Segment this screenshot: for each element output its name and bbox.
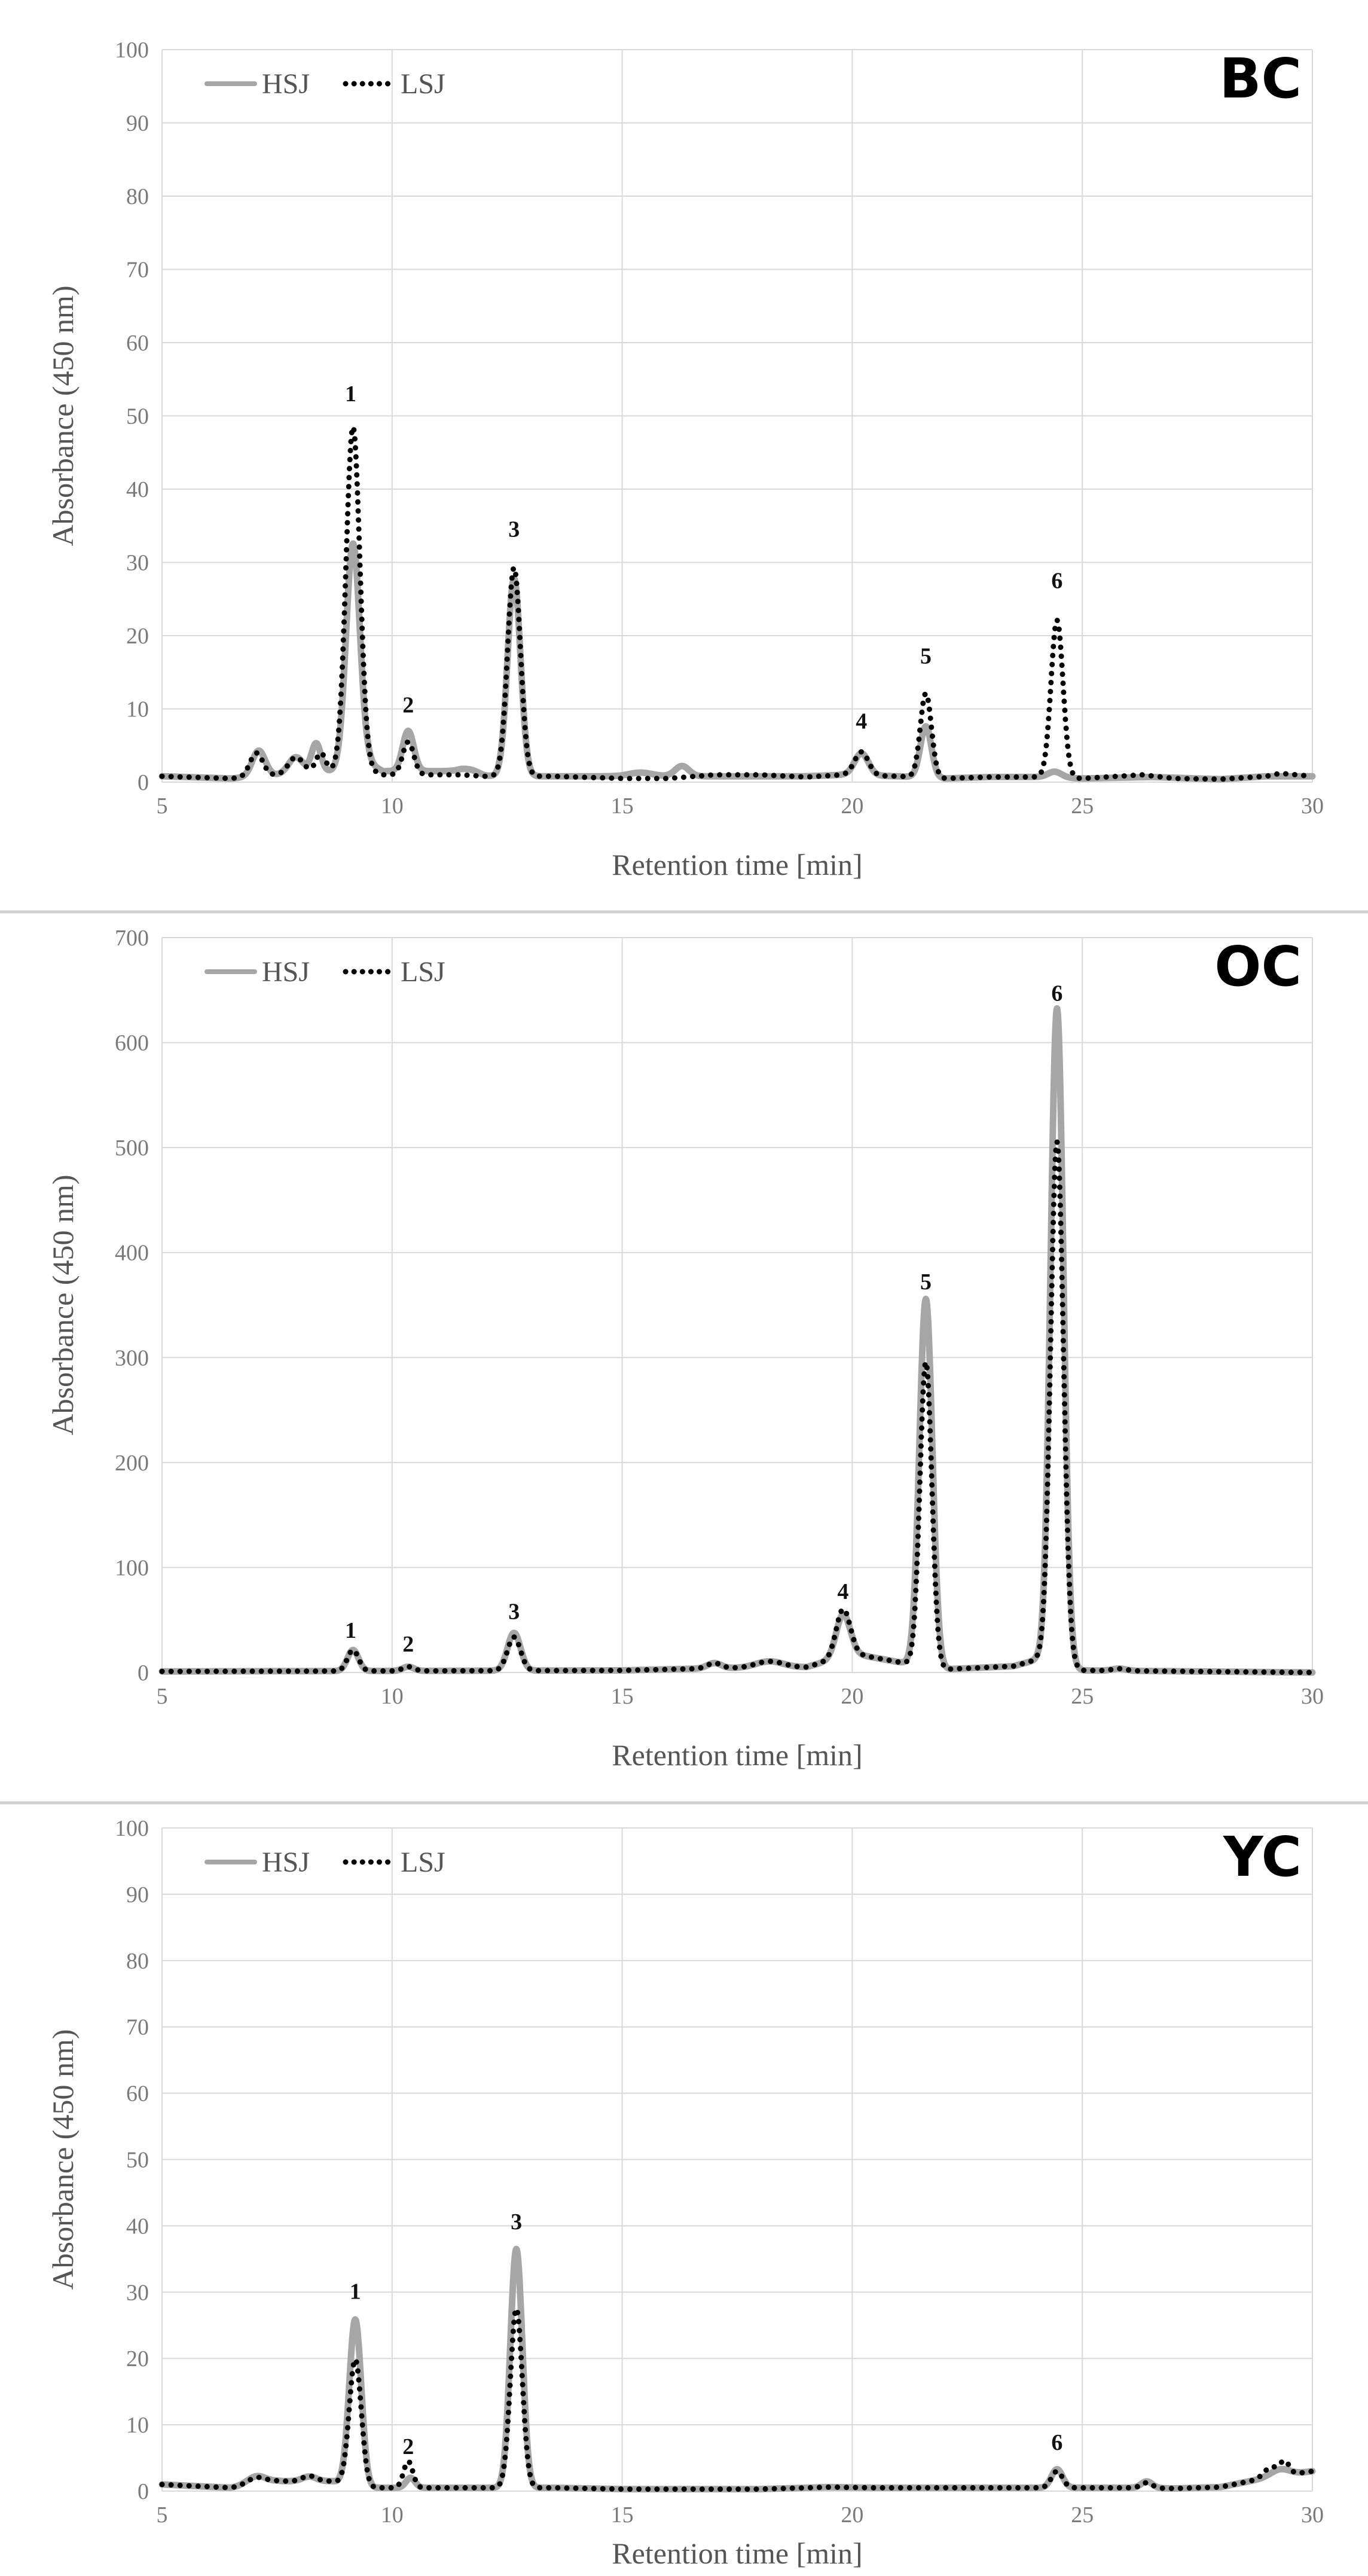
series-line-hsj xyxy=(158,540,1316,783)
peak-label: 1 xyxy=(345,381,356,407)
x-tick-label: 5 xyxy=(157,1684,168,1709)
x-tick-label: 15 xyxy=(611,1684,634,1709)
peak-label: 1 xyxy=(350,2279,361,2304)
panel-title: OC xyxy=(1214,935,1302,999)
x-tick-label: 5 xyxy=(157,2502,168,2528)
y-tick-label: 600 xyxy=(115,1031,149,1056)
x-tick-label: 15 xyxy=(611,2502,634,2528)
series-line-hsj xyxy=(158,1005,1316,1676)
x-tick-label: 20 xyxy=(841,1684,863,1709)
x-tick-label: 30 xyxy=(1301,2502,1324,2528)
y-tick-label: 90 xyxy=(126,111,149,136)
legend-label-lsj: LSJ xyxy=(401,956,445,988)
y-tick-label: 200 xyxy=(115,1451,149,1476)
x-tick-label: 10 xyxy=(381,793,404,819)
y-tick-label: 500 xyxy=(115,1136,149,1161)
legend-label-hsj: HSJ xyxy=(262,68,310,100)
x-tick-label: 10 xyxy=(381,2502,404,2528)
y-tick-label: 10 xyxy=(126,2413,149,2438)
x-tick-label: 20 xyxy=(841,793,863,819)
y-tick-label: 100 xyxy=(115,1816,149,1841)
x-tick-label: 15 xyxy=(611,793,634,819)
x-axis-title: Retention time [min] xyxy=(612,1738,862,1772)
chart-panel-yc: 0 10 20 30 40 50 60 70 80 90 100 5 10 15 20 25 30 Retenti… xyxy=(46,1816,1324,2570)
peak-label: 5 xyxy=(920,1269,932,1295)
peak-label: 3 xyxy=(508,1599,520,1624)
x-tick-label: 5 xyxy=(157,793,168,819)
y-tick-label: 700 xyxy=(115,926,149,951)
y-tick-label: 50 xyxy=(126,2148,149,2173)
y-tick-label: 30 xyxy=(126,2280,149,2305)
peak-label: 6 xyxy=(1051,568,1062,593)
y-axis-title: Absorbance (450 nm) xyxy=(46,1175,80,1436)
peak-label: 3 xyxy=(508,517,520,542)
y-axis-title: Absorbance (450 nm) xyxy=(46,2029,80,2290)
peak-label: 3 xyxy=(511,2209,522,2235)
x-axis-title: Retention time [min] xyxy=(612,848,862,881)
y-tick-label: 20 xyxy=(126,624,149,649)
y-tick-label: 30 xyxy=(126,551,149,576)
y-tick-label: 0 xyxy=(138,1661,149,1686)
peak-label: 2 xyxy=(402,2434,414,2459)
peak-label: 6 xyxy=(1051,981,1062,1006)
y-tick-label: 100 xyxy=(115,1555,149,1580)
y-tick-label: 80 xyxy=(126,1949,149,1974)
peak-label: 2 xyxy=(402,693,414,718)
y-tick-label: 40 xyxy=(126,2214,149,2239)
y-tick-label: 50 xyxy=(126,404,149,429)
peak-label: 5 xyxy=(920,644,932,669)
y-tick-label: 90 xyxy=(126,1882,149,1907)
y-tick-label: 0 xyxy=(138,2479,149,2504)
panel-title: BC xyxy=(1219,47,1302,111)
series-line-lsj xyxy=(159,2306,1315,2492)
legend-label-hsj: HSJ xyxy=(262,956,310,988)
y-tick-label: 10 xyxy=(126,697,149,722)
y-tick-label: 300 xyxy=(115,1345,149,1371)
y-tick-label: 40 xyxy=(126,477,149,502)
series-line-lsj xyxy=(159,424,1315,782)
x-tick-label: 10 xyxy=(381,1684,404,1709)
x-tick-label: 25 xyxy=(1071,1684,1094,1709)
y-tick-label: 20 xyxy=(126,2346,149,2371)
y-tick-label: 70 xyxy=(126,258,149,283)
legend-label-hsj: HSJ xyxy=(262,1846,310,1878)
panel-title: YC xyxy=(1223,1825,1302,1889)
peak-label: 4 xyxy=(838,1579,849,1604)
legend-label-lsj: LSJ xyxy=(401,68,445,100)
y-axis-title: Absorbance (450 nm) xyxy=(46,286,80,547)
series-line-lsj xyxy=(159,1139,1315,1675)
x-tick-label: 20 xyxy=(841,2502,863,2528)
x-axis-title: Retention time [min] xyxy=(612,2537,862,2570)
x-tick-label: 25 xyxy=(1071,793,1094,819)
y-tick-label: 100 xyxy=(115,38,149,63)
legend-label-lsj: LSJ xyxy=(401,1846,445,1878)
y-tick-label: 60 xyxy=(126,331,149,356)
x-tick-label: 30 xyxy=(1301,793,1324,819)
peak-label: 1 xyxy=(345,1618,356,1643)
y-tick-label: 60 xyxy=(126,2081,149,2107)
x-tick-label: 30 xyxy=(1301,1684,1324,1709)
peak-label: 6 xyxy=(1051,2430,1062,2455)
series-line-hsj xyxy=(158,2245,1316,2493)
y-tick-label: 80 xyxy=(126,184,149,209)
y-tick-label: 400 xyxy=(115,1241,149,1266)
peak-label: 2 xyxy=(402,1632,414,1657)
x-tick-label: 25 xyxy=(1071,2502,1094,2528)
y-tick-label: 70 xyxy=(126,2015,149,2040)
peak-label: 4 xyxy=(856,709,867,734)
y-tick-label: 0 xyxy=(138,770,149,795)
